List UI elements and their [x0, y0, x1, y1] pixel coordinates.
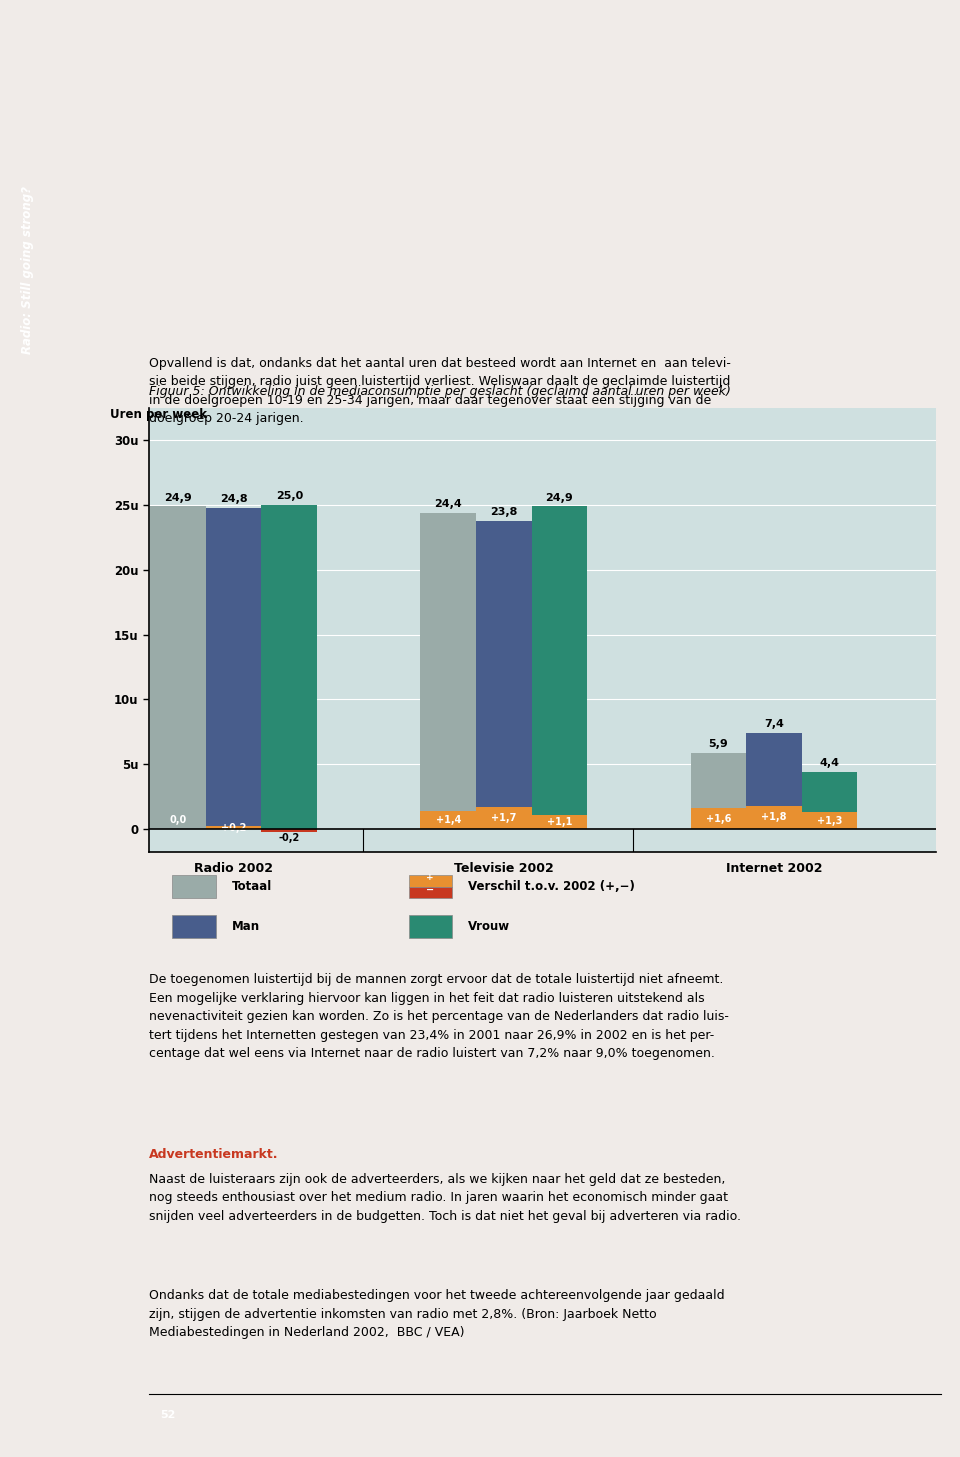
- FancyBboxPatch shape: [409, 887, 452, 898]
- Bar: [690, 753, 746, 829]
- Text: 23,8: 23,8: [491, 507, 517, 517]
- Text: +: +: [426, 873, 434, 881]
- Text: Uren per week: Uren per week: [110, 408, 207, 421]
- Bar: [151, 507, 205, 829]
- FancyBboxPatch shape: [409, 915, 452, 938]
- Text: +1,1: +1,1: [546, 817, 572, 828]
- Text: 24,9: 24,9: [545, 492, 573, 503]
- Text: Vrouw: Vrouw: [468, 919, 510, 932]
- Text: Naast de luisteraars zijn ook de adverteerders, als we kijken naar het geld dat : Naast de luisteraars zijn ook de adverte…: [149, 1173, 741, 1222]
- Bar: [690, 809, 746, 829]
- Bar: [205, 507, 261, 829]
- Text: 7,4: 7,4: [764, 720, 784, 730]
- Bar: [746, 733, 802, 829]
- Text: -0,2: -0,2: [278, 833, 300, 844]
- Bar: [476, 807, 532, 829]
- Text: +1,6: +1,6: [706, 813, 732, 823]
- Text: −: −: [426, 884, 434, 895]
- Text: +0,2: +0,2: [221, 823, 247, 833]
- Text: Opvallend is dat, ondanks dat het aantal uren dat besteed wordt aan Internet en : Opvallend is dat, ondanks dat het aantal…: [149, 357, 731, 425]
- Text: 24,9: 24,9: [164, 492, 192, 503]
- Bar: [532, 507, 588, 829]
- Text: De toegenomen luistertijd bij de mannen zorgt ervoor dat de totale luistertijd n: De toegenomen luistertijd bij de mannen …: [149, 973, 729, 1061]
- Bar: [476, 520, 532, 829]
- Text: +1,7: +1,7: [492, 813, 516, 823]
- FancyBboxPatch shape: [409, 876, 452, 887]
- Text: 25,0: 25,0: [276, 491, 303, 501]
- Bar: [746, 806, 802, 829]
- Text: 0,0: 0,0: [170, 814, 187, 825]
- Text: +1,3: +1,3: [817, 816, 842, 826]
- Text: Figuur 5: Ontwikkeling in de mediaconsumptie per geslacht (geclaimd aantal uren : Figuur 5: Ontwikkeling in de mediaconsum…: [149, 385, 731, 398]
- Bar: [532, 814, 588, 829]
- Text: Verschil t.o.v. 2002 (+,−): Verschil t.o.v. 2002 (+,−): [468, 880, 635, 893]
- Bar: [802, 812, 857, 829]
- Text: 52: 52: [160, 1410, 176, 1419]
- Bar: [261, 829, 317, 832]
- FancyBboxPatch shape: [173, 876, 216, 898]
- Text: 4,4: 4,4: [820, 758, 839, 768]
- Text: Advertentiemarkt.: Advertentiemarkt.: [149, 1148, 278, 1161]
- Bar: [802, 772, 857, 829]
- FancyBboxPatch shape: [173, 915, 216, 938]
- Text: Radio: Still going strong?: Radio: Still going strong?: [21, 185, 35, 354]
- Text: Man: Man: [231, 919, 259, 932]
- Text: 24,8: 24,8: [220, 494, 248, 504]
- Bar: [420, 513, 476, 829]
- Text: +1,8: +1,8: [761, 813, 786, 822]
- Bar: [261, 506, 317, 829]
- Text: Ondanks dat de totale mediabestedingen voor het tweede achtereenvolgende jaar ge: Ondanks dat de totale mediabestedingen v…: [149, 1289, 725, 1339]
- Text: +1,4: +1,4: [436, 814, 461, 825]
- Text: Totaal: Totaal: [231, 880, 272, 893]
- Text: 24,4: 24,4: [434, 498, 462, 508]
- Text: 5,9: 5,9: [708, 739, 729, 749]
- Bar: [420, 812, 476, 829]
- Bar: [205, 826, 261, 829]
